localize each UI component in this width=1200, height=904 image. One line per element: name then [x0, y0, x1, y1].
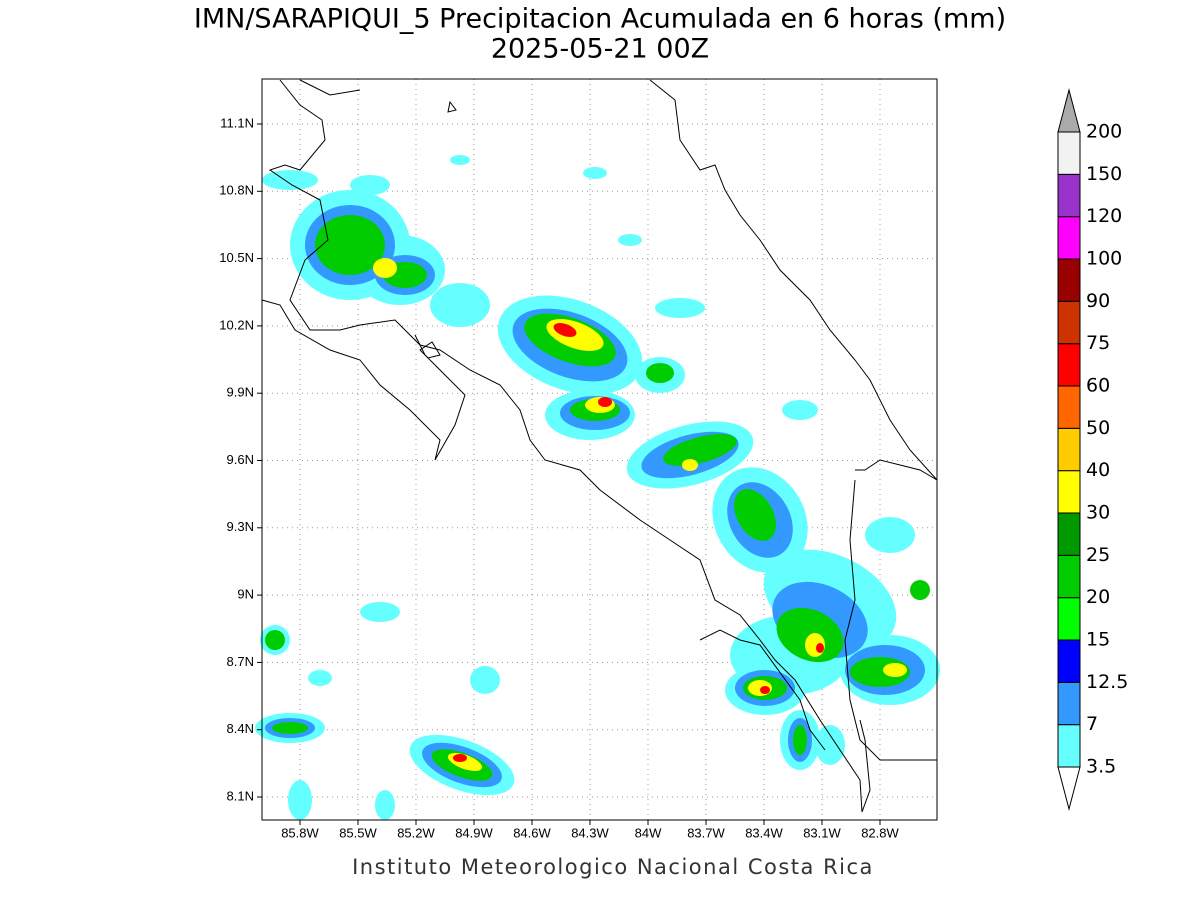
colorbar-label: 20 — [1086, 586, 1110, 608]
colorbar-label: 40 — [1086, 459, 1110, 481]
colorbar-label: 12.5 — [1086, 671, 1128, 693]
y-tick-label: 11.1N — [220, 115, 254, 130]
y-tick-label: 9.9N — [227, 385, 254, 400]
y-tick-label: 9N — [237, 587, 254, 602]
colorbar-segment — [1057, 639, 1081, 683]
colorbar-segment — [1057, 300, 1081, 345]
colorbar-label: 100 — [1086, 248, 1122, 270]
colorbar-segment — [1057, 724, 1081, 768]
title: IMN/SARAPIQUI_5 Precipitacion Acumulada … — [194, 4, 1006, 35]
x-tick-label: 85.5W — [339, 825, 377, 840]
y-tick-label: 8.7N — [227, 654, 254, 669]
colorbar-label: 50 — [1086, 417, 1110, 439]
colorbar-segment — [1057, 343, 1081, 387]
x-tick-label: 84W — [635, 825, 662, 840]
coastlines — [261, 79, 938, 813]
y-tick-label: 10.8N — [219, 183, 254, 198]
y-tick-label: 9.6N — [227, 452, 254, 467]
colorbar-segment — [1057, 427, 1081, 472]
precipitation-field — [255, 155, 940, 820]
x-tick-label: 84.6W — [513, 825, 551, 840]
x-tick-label: 84.3W — [571, 825, 609, 840]
colorbar-under — [1057, 766, 1081, 811]
colorbar-label: 75 — [1086, 332, 1110, 354]
colorbar-label: 7 — [1086, 713, 1098, 735]
colorbar-segment — [1057, 173, 1081, 218]
colorbar-segment — [1057, 385, 1081, 429]
colorbar-label: 30 — [1086, 502, 1110, 524]
colorbar-label: 15 — [1086, 629, 1110, 651]
x-tick-label: 85.8W — [281, 825, 319, 840]
x-tick-label: 83.1W — [803, 825, 841, 840]
colorbar-segment — [1057, 554, 1081, 599]
x-tick-label: 83.7W — [687, 825, 725, 840]
colorbar: 3.5 7 12.5 15 20 25 30 40 50 60 75 90 100 120 150 200 — [1057, 88, 1128, 811]
colorbar-label: 200 — [1086, 121, 1122, 143]
subtitle: 2025-05-21 00Z — [491, 34, 709, 65]
colorbar-label: 3.5 — [1086, 756, 1116, 778]
x-tick-label: 85.2W — [397, 825, 435, 840]
colorbar-segment — [1057, 512, 1081, 556]
y-tick-label: 8.4N — [227, 721, 254, 736]
colorbar-over — [1057, 88, 1081, 133]
footer: Instituto Meteorologico Nacional Costa R… — [352, 855, 874, 879]
colorbar-segment — [1057, 597, 1081, 641]
colorbar-label: 60 — [1086, 375, 1110, 397]
y-tick-label: 10.5N — [219, 250, 254, 265]
colorbar-segment — [1057, 470, 1081, 514]
y-tick-label: 10.2N — [219, 317, 254, 332]
y-tick-label: 9.3N — [227, 519, 254, 534]
x-tick-label: 84.9W — [455, 825, 493, 840]
x-tick-label: 83.4W — [745, 825, 783, 840]
map-frame — [261, 78, 938, 821]
colorbar-segment — [1057, 681, 1081, 726]
colorbar-label: 150 — [1086, 163, 1122, 185]
colorbar-label: 25 — [1086, 544, 1110, 566]
x-tick-label: 82.8W — [861, 825, 899, 840]
y-tick-label: 8.1N — [227, 788, 254, 803]
colorbar-segment — [1057, 216, 1081, 260]
colorbar-label: 120 — [1086, 205, 1122, 227]
colorbar-segment — [1057, 258, 1081, 302]
colorbar-segment — [1057, 131, 1081, 175]
colorbar-label: 90 — [1086, 290, 1110, 312]
